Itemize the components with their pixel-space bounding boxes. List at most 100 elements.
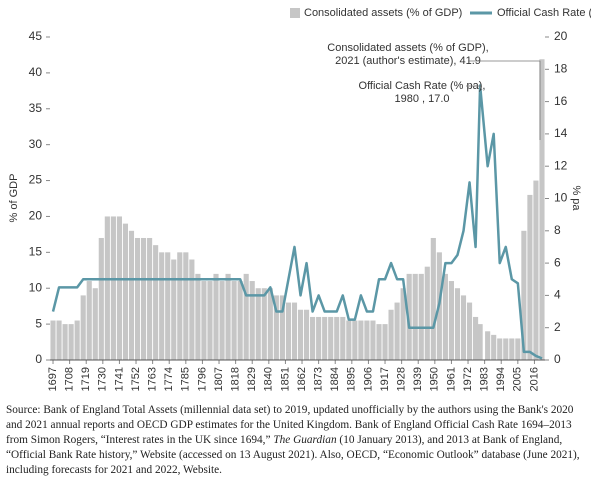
x-tick-label: 1939 (412, 367, 424, 391)
bar (195, 273, 201, 360)
x-tick-label: 1862 (296, 367, 308, 391)
bar (533, 180, 539, 360)
bar (104, 216, 110, 360)
legend-label: Consolidated assets (% of GDP) (304, 7, 462, 19)
source-text: (10 January 2013), and 2013 at Bank of E… (6, 434, 580, 476)
bar (80, 295, 86, 360)
bar (328, 316, 334, 360)
bar (442, 273, 448, 360)
bar (219, 281, 225, 360)
bar (485, 331, 491, 360)
bar (110, 216, 116, 360)
bar (279, 295, 285, 360)
y-tick-label: 0 (35, 352, 42, 366)
bar (231, 281, 237, 360)
y-tick-label: 35 (29, 101, 43, 115)
bar (255, 288, 261, 360)
x-tick-label: 1807 (213, 367, 225, 391)
bar (249, 281, 255, 360)
y-tick-label: 20 (29, 209, 43, 223)
bar (310, 316, 316, 360)
x-tick-label: 1719 (80, 367, 92, 391)
bar (448, 281, 454, 360)
y-tick-label: 45 (29, 29, 43, 43)
bar (370, 320, 376, 360)
legend-swatch (290, 8, 300, 18)
annotation: 1980 , 17.0 (394, 93, 449, 105)
y-tick-label: 25 (29, 173, 43, 187)
bar (56, 320, 62, 360)
y2-tick-label: 4 (554, 288, 561, 302)
y2-tick-label: 0 (554, 352, 561, 366)
y-tick-label: 30 (29, 137, 43, 151)
bar (134, 237, 141, 360)
bar (189, 259, 195, 360)
bar (273, 295, 279, 360)
bar (382, 324, 388, 360)
leader-line (466, 85, 483, 91)
bar (400, 288, 406, 360)
legend-label: Official Cash Rate (% pa) (497, 7, 591, 19)
bar (291, 302, 298, 360)
y2-tick-label: 10 (554, 191, 568, 205)
bar (394, 302, 400, 360)
bar (92, 288, 98, 360)
x-tick-label: 1972 (462, 367, 474, 391)
x-tick-label: 1906 (362, 367, 374, 391)
x-tick-label: 1851 (279, 367, 291, 391)
x-tick-label: 1994 (495, 367, 507, 391)
bar (267, 288, 273, 360)
y-axis-label: % of GDP (8, 174, 20, 223)
bar (86, 281, 92, 360)
bar (128, 230, 135, 360)
bar (213, 273, 219, 360)
x-tick-label: 1785 (180, 367, 192, 391)
bar (62, 324, 68, 360)
x-tick-label: 1840 (263, 367, 275, 391)
bar (466, 302, 473, 360)
bar (243, 273, 249, 360)
bar (183, 252, 189, 360)
bar (497, 338, 503, 360)
bar (322, 316, 328, 360)
chart: % of GDP % pa 0 5 10 15 20 25 30 35 40 45 0 2 4 6 8 10 1… (8, 7, 591, 392)
bar (406, 273, 412, 360)
x-tick-label: 1752 (130, 367, 142, 391)
bar (515, 338, 521, 360)
x-tick-label: 1818 (230, 367, 242, 391)
y-tick-label: 10 (29, 280, 43, 294)
x-tick-label: 1730 (97, 367, 109, 391)
bar (165, 252, 171, 360)
source-note: Source: Bank of England Total Assets (mi… (6, 403, 584, 478)
y2-tick-label: 18 (554, 61, 568, 75)
y2-tick-label: 16 (554, 94, 568, 108)
x-tick-label: 1873 (313, 367, 325, 391)
bar (303, 309, 310, 360)
bar (491, 334, 497, 360)
y-tick-label: 15 (29, 245, 43, 259)
leader-line (468, 60, 541, 140)
bar (171, 259, 177, 360)
bar (460, 295, 467, 360)
bar (376, 324, 382, 360)
x-tick-label: 1983 (479, 367, 491, 391)
bar (527, 194, 533, 360)
bar (346, 320, 352, 360)
bar (122, 223, 129, 360)
bar (388, 309, 394, 360)
x-tick-label: 1796 (196, 367, 208, 391)
y2-tick-label: 2 (554, 320, 561, 334)
y2-tick-label: 6 (554, 255, 561, 269)
x-tick-label: 1697 (47, 367, 59, 391)
bar (153, 245, 159, 360)
y-tick-label: 40 (29, 65, 43, 79)
cash-rate-line (51, 84, 543, 360)
bar (539, 59, 545, 361)
x-tick-label: 1741 (113, 367, 125, 391)
annotation: Consolidated assets (% of GDP), (327, 42, 488, 54)
bar (358, 320, 364, 360)
y2-tick-label: 14 (554, 126, 568, 140)
x-tick-label: 1708 (64, 367, 76, 391)
bar (116, 216, 122, 360)
bar (237, 281, 243, 360)
